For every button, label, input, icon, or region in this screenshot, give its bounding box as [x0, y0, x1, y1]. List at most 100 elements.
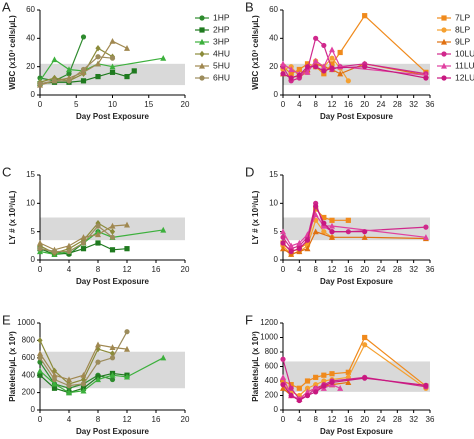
marker: [280, 60, 286, 67]
marker: [320, 63, 327, 70]
marker: [313, 35, 319, 41]
marker: [304, 61, 311, 67]
marker: [280, 385, 286, 391]
y-axis-title: Platelets/μL (x 10³): [8, 331, 17, 402]
x-tick-label: 20: [360, 415, 369, 424]
marker: [362, 13, 368, 19]
marker: [160, 54, 167, 61]
marker: [288, 71, 294, 77]
x-tick-label: 28: [393, 265, 402, 274]
marker: [280, 378, 286, 384]
marker: [66, 248, 72, 255]
marker: [313, 203, 319, 209]
marker: [37, 246, 43, 252]
marker: [95, 223, 101, 229]
marker: [95, 73, 101, 80]
marker: [304, 69, 311, 75]
marker: [109, 37, 116, 44]
y-axis-title: LY # (x 10³/uL): [251, 190, 260, 244]
marker: [80, 234, 87, 240]
x-tick-label: 36: [426, 265, 435, 274]
marker: [80, 376, 87, 383]
marker: [304, 378, 311, 384]
marker: [109, 69, 116, 75]
marker: [304, 240, 311, 246]
marker: [288, 242, 295, 249]
y-tick-label: 15: [269, 170, 278, 179]
x-axis-title: Day Post Exposure: [76, 277, 149, 286]
marker: [37, 239, 43, 246]
marker: [95, 341, 101, 348]
x-tick-label: 16: [344, 100, 353, 109]
marker: [312, 57, 319, 64]
x-tick-label: 8: [313, 415, 318, 424]
panel-label: C: [2, 164, 11, 179]
marker: [280, 71, 286, 77]
marker: [109, 228, 116, 235]
legend-label: 10LU: [455, 48, 474, 58]
marker: [345, 78, 351, 84]
y-tick-label: 1000: [17, 318, 35, 327]
marker: [313, 382, 319, 388]
y-axis-title: LY # (x 10³/uL): [8, 190, 17, 244]
marker: [80, 240, 87, 246]
y-axis-title: Platelets/μL (x 10³): [251, 331, 260, 402]
marker: [66, 389, 72, 396]
x-tick-label: 36: [426, 100, 435, 109]
x-axis-title: Day Post Exposure: [320, 427, 393, 436]
marker: [312, 385, 319, 391]
marker: [313, 206, 319, 212]
marker: [280, 356, 286, 362]
marker: [329, 234, 335, 240]
x-tick-label: 16: [152, 265, 161, 274]
y-axis-title: WBC (x10³ cells/μL): [251, 15, 260, 90]
y-tick-label: 0: [274, 255, 279, 264]
marker: [321, 71, 327, 77]
marker: [109, 355, 116, 361]
marker: [80, 246, 87, 252]
marker: [304, 64, 311, 70]
marker: [124, 373, 130, 380]
y-tick-label: 60: [269, 5, 278, 14]
y-tick-label: 20: [269, 62, 278, 71]
marker: [124, 45, 130, 51]
marker: [37, 355, 43, 361]
marker: [345, 217, 351, 223]
marker: [423, 382, 429, 388]
legend-marker: [441, 51, 447, 57]
marker: [109, 222, 116, 229]
marker: [296, 385, 302, 391]
x-tick-label: 28: [393, 415, 402, 424]
y-tick-label: 5: [31, 227, 36, 236]
marker: [66, 66, 72, 73]
marker: [109, 372, 116, 378]
x-tick-label: 4: [67, 415, 72, 424]
marker: [80, 34, 87, 40]
x-tick-label: 0: [38, 415, 43, 424]
marker: [37, 337, 43, 344]
x-tick-label: 5: [74, 100, 79, 109]
marker: [109, 55, 116, 61]
marker: [109, 376, 116, 383]
y-tick-label: 10: [26, 198, 35, 207]
y-tick-label: 40: [269, 33, 278, 42]
marker: [362, 334, 368, 341]
marker: [321, 220, 327, 226]
legend-marker: [441, 27, 447, 33]
marker: [51, 248, 58, 255]
legend-label: 9LP: [455, 36, 470, 46]
marker: [304, 392, 311, 399]
y-tick-label: 1200: [260, 318, 278, 327]
x-tick-label: 15: [144, 100, 153, 109]
marker: [66, 78, 72, 84]
marker: [296, 239, 303, 246]
marker: [329, 217, 335, 223]
y-tick-label: 10: [269, 198, 278, 207]
series-line: [282, 336, 427, 389]
x-tick-label: 0: [38, 265, 43, 274]
marker: [160, 226, 167, 233]
marker: [321, 229, 327, 235]
x-tick-label: 24: [377, 415, 386, 424]
marker: [313, 374, 319, 380]
panel-label: A: [2, 0, 11, 14]
